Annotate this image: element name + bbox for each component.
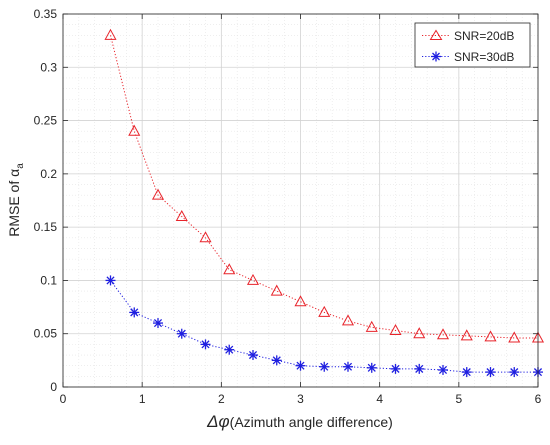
data-point-asterisk (461, 367, 472, 378)
y-tick-label: 0.1 (40, 273, 57, 287)
legend-marker-asterisk (431, 51, 441, 62)
data-point-triangle (175, 209, 188, 221)
legend-box (414, 22, 531, 68)
series-layer (104, 28, 545, 378)
data-point-asterisk (153, 318, 163, 329)
y-tick-label: 0.2 (40, 167, 57, 181)
data-point-asterisk (105, 275, 116, 286)
data-point-asterisk (485, 367, 496, 378)
y-tick-label: 0.05 (34, 327, 58, 341)
x-tick-label: 4 (376, 392, 383, 406)
data-point-asterisk (248, 350, 258, 361)
data-point-triangle (365, 320, 378, 332)
x-tick-label: 6 (535, 392, 542, 406)
series-snr-30db (105, 275, 543, 378)
y-axis-label: RMSE of αa (6, 163, 26, 237)
data-point-asterisk (390, 363, 401, 374)
y-axis-label-main: RMSE of α (6, 169, 22, 237)
data-point-asterisk (509, 367, 520, 378)
x-tick-label: 2 (218, 392, 225, 406)
axis-ticks: 0 1 2 3 4 5 6 0 0.05 0.1 0.15 0.2 0.25 0.3 0.35 (34, 7, 542, 406)
legend-marker-triangle (429, 29, 443, 40)
legend: SNR=20dB SNR=30dB (414, 22, 531, 68)
series-snr-20db (104, 28, 545, 343)
data-point-asterisk (200, 339, 211, 350)
data-point-triangle (199, 231, 212, 243)
legend-label-snr-20db: SNR=20dB (454, 29, 514, 43)
y-tick-label: 0.35 (34, 7, 58, 21)
data-point-triangle (341, 314, 355, 326)
data-point-triangle (151, 188, 165, 200)
data-point-asterisk (438, 364, 448, 375)
data-point-triangle (508, 331, 521, 343)
data-point-triangle (104, 28, 117, 40)
data-point-triangle (270, 284, 283, 296)
data-point-asterisk (414, 363, 425, 374)
x-axis-label-text: (Azimuth angle difference) (230, 414, 393, 430)
x-tick-label: 0 (60, 392, 67, 406)
data-point-asterisk (366, 362, 377, 373)
data-point-triangle (223, 263, 236, 275)
data-point-triangle (460, 329, 473, 341)
y-tick-label: 0 (50, 380, 57, 394)
data-point-triangle (128, 124, 141, 136)
data-point-asterisk (129, 307, 140, 318)
x-axis-label-symbol: Δφ (206, 412, 230, 431)
data-point-asterisk (343, 361, 353, 372)
series-line (110, 35, 538, 339)
data-point-triangle (413, 327, 426, 339)
y-tick-label: 0.25 (34, 114, 58, 128)
y-tick-label: 0.15 (34, 220, 58, 234)
data-point-triangle (436, 328, 450, 340)
legend-label-snr-30db: SNR=30dB (454, 50, 514, 64)
data-point-triangle (484, 330, 497, 342)
y-tick-label: 0.3 (40, 60, 57, 74)
data-point-triangle (389, 323, 402, 336)
data-point-triangle (294, 295, 307, 307)
y-axis-label-subscript: a (15, 163, 26, 169)
x-tick-label: 3 (297, 392, 304, 406)
x-tick-label: 5 (455, 392, 462, 406)
data-point-asterisk (271, 355, 282, 366)
data-point-asterisk (176, 328, 187, 339)
x-axis-label: Δφ(Azimuth angle difference) (206, 412, 393, 431)
data-point-asterisk (224, 344, 235, 355)
data-point-asterisk (319, 361, 330, 372)
data-point-triangle (246, 273, 260, 285)
data-point-triangle (318, 305, 331, 317)
data-point-asterisk (295, 360, 306, 371)
grid (62, 13, 539, 388)
x-tick-label: 1 (139, 392, 146, 406)
